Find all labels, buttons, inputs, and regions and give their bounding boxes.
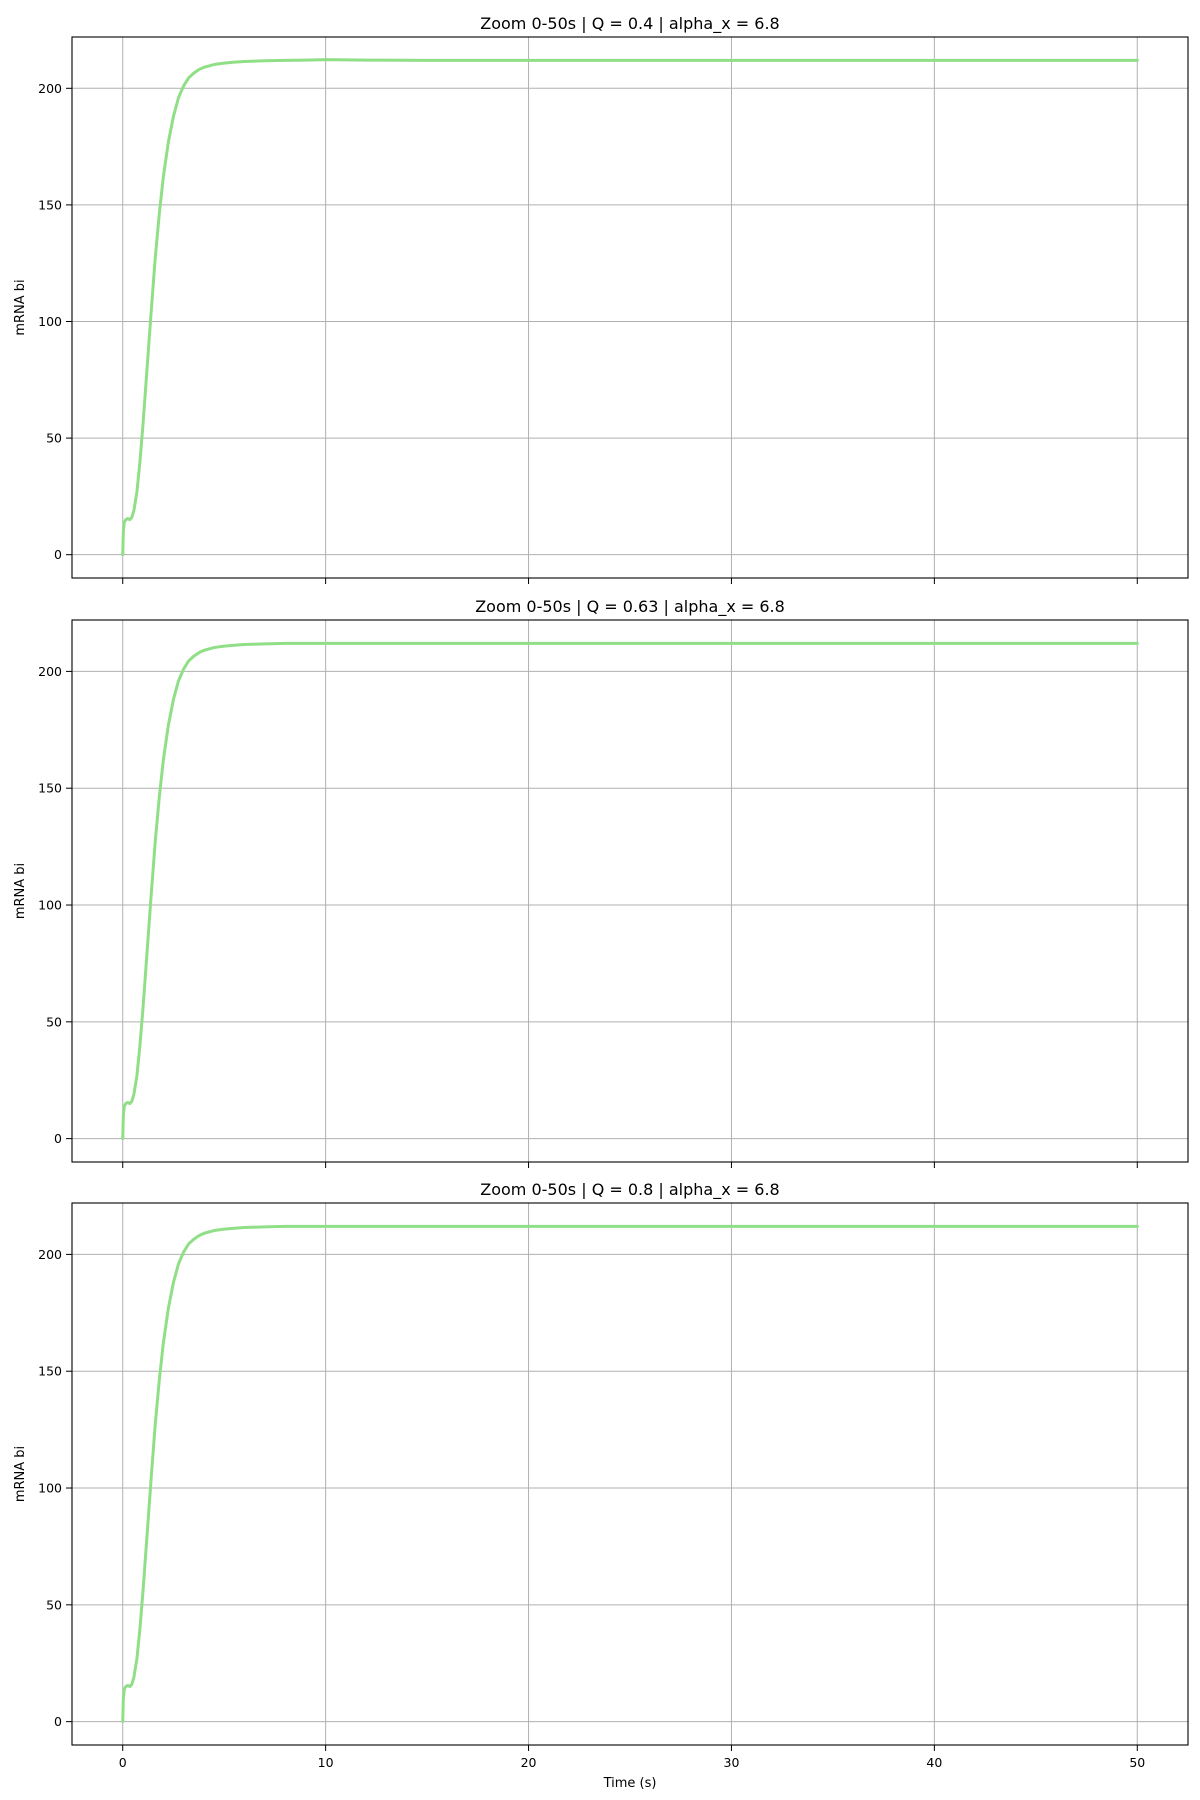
series-line (121, 641, 1139, 1141)
x-tick-label: 10 (318, 1755, 334, 1770)
chart-title: Zoom 0-50s | Q = 0.8 | alpha_x = 6.8 (480, 1180, 779, 1200)
x-axis-label: Time (s) (603, 1776, 657, 1791)
y-tick-label: 100 (38, 1481, 62, 1496)
y-tick-label: 50 (46, 431, 62, 446)
plot-frame (71, 1202, 1189, 1746)
y-tick-label: 200 (38, 664, 62, 679)
y-tick-label: 50 (46, 1014, 62, 1029)
y-tick-label: 50 (46, 1597, 62, 1612)
y-tick-label: 0 (54, 1714, 62, 1729)
x-tick-label: 20 (521, 1755, 537, 1770)
y-tick-label: 150 (38, 1364, 62, 1379)
plot-frame (71, 619, 1189, 1163)
y-tick-label: 0 (54, 547, 62, 562)
y-tick-label: 200 (38, 1247, 62, 1262)
y-axis-label: mRNA bi (13, 279, 28, 335)
y-tick-label: 100 (38, 314, 62, 329)
x-tick-label: 40 (926, 1755, 942, 1770)
x-tick-label: 30 (724, 1755, 740, 1770)
plot-frame (71, 36, 1189, 579)
y-axis-label: mRNA bi (13, 863, 28, 919)
y-tick-label: 150 (38, 781, 62, 796)
chart-title: Zoom 0-50s | Q = 0.63 | alpha_x = 6.8 (475, 597, 785, 617)
x-tick-label: 0 (119, 1755, 127, 1770)
subplot-2: 0 50 100 150 200 Zoom 0-50s | Q = 0.63 | alph… (13, 597, 1189, 1168)
y-tick-label: 0 (54, 1131, 62, 1146)
chart-title: Zoom 0-50s | Q = 0.4 | alpha_x = 6.8 (480, 14, 779, 34)
x-tick-label: 50 (1129, 1755, 1145, 1770)
y-tick-label: 100 (38, 898, 62, 913)
y-tick-label: 200 (38, 81, 62, 96)
series-line (121, 58, 1139, 557)
y-axis-label: mRNA bi (13, 1446, 28, 1502)
y-tick-label: 150 (38, 197, 62, 212)
subplot-1: 0 50 100 150 200 Zoom 0-50s | Q = 0.4 | alpha… (13, 14, 1189, 584)
series-line (121, 1224, 1139, 1724)
subplot-3: 0 10 20 30 40 50 0 50 100 150 200 Zoom 0-50s | Q = … (13, 1180, 1189, 1791)
